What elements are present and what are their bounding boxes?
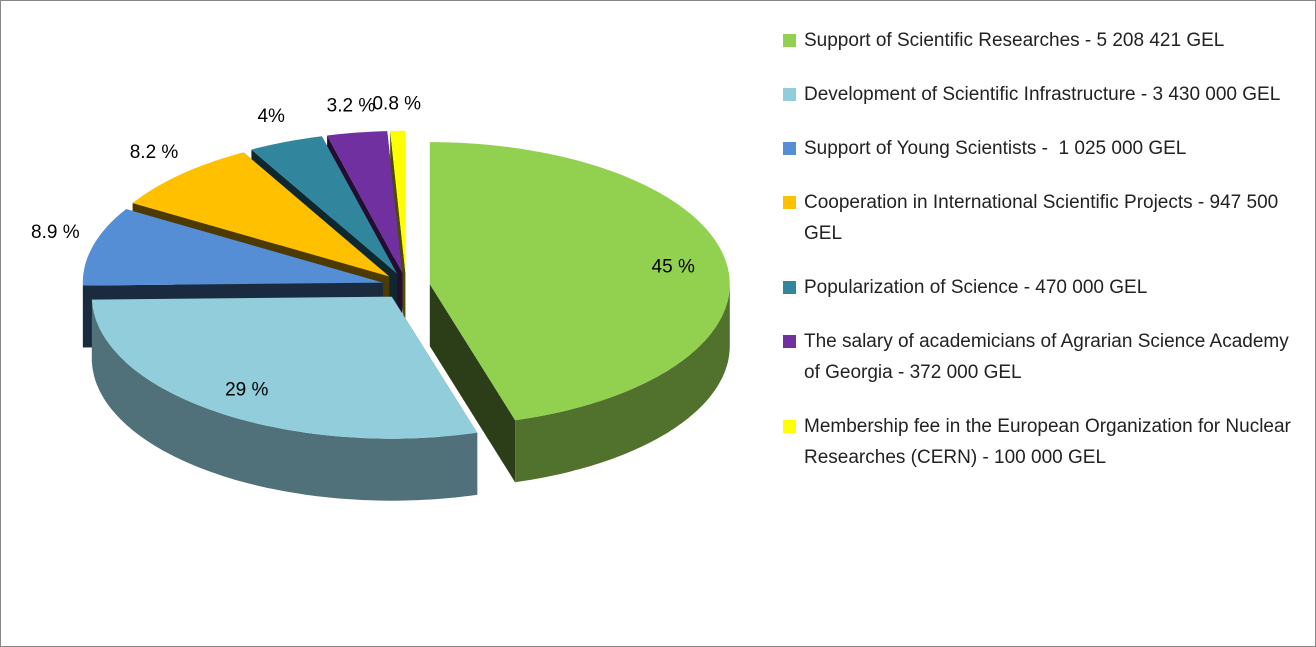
legend-entry: Support of Young Scientists - 1 025 000 … [783, 133, 1298, 164]
legend: Support of Scientific Researches - 5 208… [783, 25, 1298, 496]
legend-swatch [783, 281, 796, 294]
data-label: 45 % [652, 256, 695, 277]
legend-swatch [783, 335, 796, 348]
legend-label: Popularization of Science - 470 000 GEL [804, 277, 1148, 298]
slice [429, 142, 730, 483]
legend-entry: Popularization of Science - 470 000 GEL [783, 272, 1298, 303]
slice [327, 131, 403, 273]
legend-entry: The salary of academicians of Agrarian S… [783, 326, 1298, 388]
legend-entry: Membership fee in the European Organizat… [783, 411, 1298, 473]
data-label: 4% [257, 106, 285, 127]
legend-label: Cooperation in International Scientific … [804, 192, 1284, 244]
slice [429, 142, 730, 421]
legend-label: Support of Young Scientists - 1 025 000 … [804, 138, 1187, 159]
legend-entry: Support of Scientific Researches - 5 208… [783, 25, 1298, 56]
legend-entry: Development of Scientific Infrastructure… [783, 79, 1298, 110]
slice-wall [515, 284, 730, 483]
legend-swatch [783, 420, 796, 433]
pie-area: 45 % 29 % 8.9 % 8.2 % 4% 3.2 %0.8 % [31, 93, 730, 501]
slice-side [429, 284, 516, 483]
slice [91, 296, 478, 501]
data-label: 29 % [225, 380, 268, 401]
legend-label: Membership fee in the European Organizat… [804, 416, 1297, 468]
slice [251, 136, 398, 274]
slice [390, 130, 406, 273]
legend-swatch [783, 196, 796, 209]
legend-swatch [783, 34, 796, 47]
data-label: 0.8 % [372, 93, 421, 114]
legend-label: Support of Scientific Researches - 5 208… [804, 30, 1225, 51]
slice-wall [91, 299, 478, 501]
data-label: 8.2 % [130, 142, 179, 163]
legend-entry: Cooperation in International Scientific … [783, 187, 1298, 249]
slice [82, 209, 383, 286]
data-label: 8.9 % [31, 222, 80, 243]
legend-swatch [783, 142, 796, 155]
slice [132, 152, 390, 277]
slice [91, 296, 478, 439]
data-label: 3.2 % [327, 95, 376, 116]
legend-label: Development of Scientific Infrastructure… [804, 84, 1281, 105]
legend-label: The salary of academicians of Agrarian S… [804, 331, 1295, 383]
legend-swatch [783, 88, 796, 101]
